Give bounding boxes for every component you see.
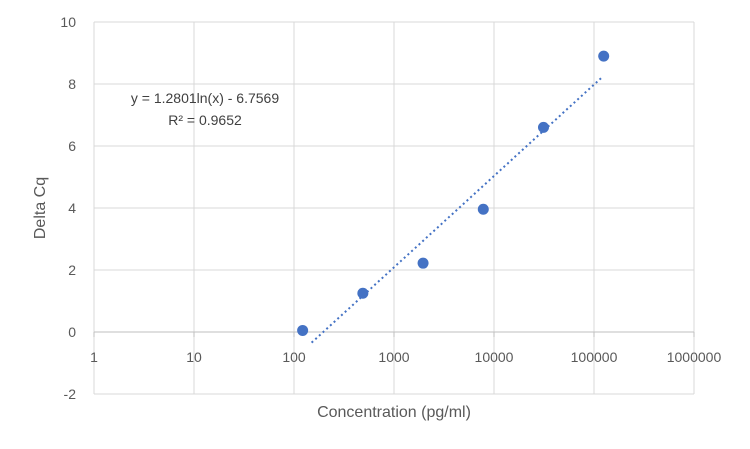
- y-tick-labels: -2 0 2 4 6 8 10: [60, 14, 76, 402]
- r-squared-label: R² = 0.9652: [168, 112, 242, 128]
- y-tick-label: 6: [68, 138, 76, 154]
- x-tick-label: 1000: [378, 349, 409, 365]
- data-point: [417, 257, 429, 269]
- x-tick-label: 100000: [571, 349, 618, 365]
- x-axis-title: Concentration (pg/ml): [317, 404, 471, 421]
- x-tick-label: 1: [90, 349, 98, 365]
- y-tick-label: -2: [64, 386, 77, 402]
- y-tick-label: 4: [68, 200, 76, 216]
- trendline: [310, 76, 603, 344]
- x-tick-labels: 1 10 100 1000 10000 100000 1000000: [90, 349, 721, 365]
- y-tick-label: 2: [68, 262, 76, 278]
- x-tick-label: 100: [282, 349, 306, 365]
- data-point: [477, 203, 489, 215]
- grid: [93, 21, 695, 395]
- data-point: [357, 287, 369, 299]
- x-tick-label: 1000000: [667, 349, 722, 365]
- y-tick-label: 0: [68, 324, 76, 340]
- data-points: [297, 50, 610, 336]
- trendline-equation: y = 1.2801ln(x) - 6.7569: [131, 90, 279, 106]
- x-tick-label: 10000: [475, 349, 514, 365]
- data-point: [598, 50, 610, 62]
- trendline-layer: [310, 76, 603, 344]
- x-tick-label: 10: [186, 349, 202, 365]
- y-tick-label: 8: [68, 76, 76, 92]
- data-point: [537, 121, 549, 133]
- y-tick-label: 10: [60, 14, 76, 30]
- y-axis-title: Delta Cq: [32, 177, 49, 239]
- data-point: [297, 324, 309, 336]
